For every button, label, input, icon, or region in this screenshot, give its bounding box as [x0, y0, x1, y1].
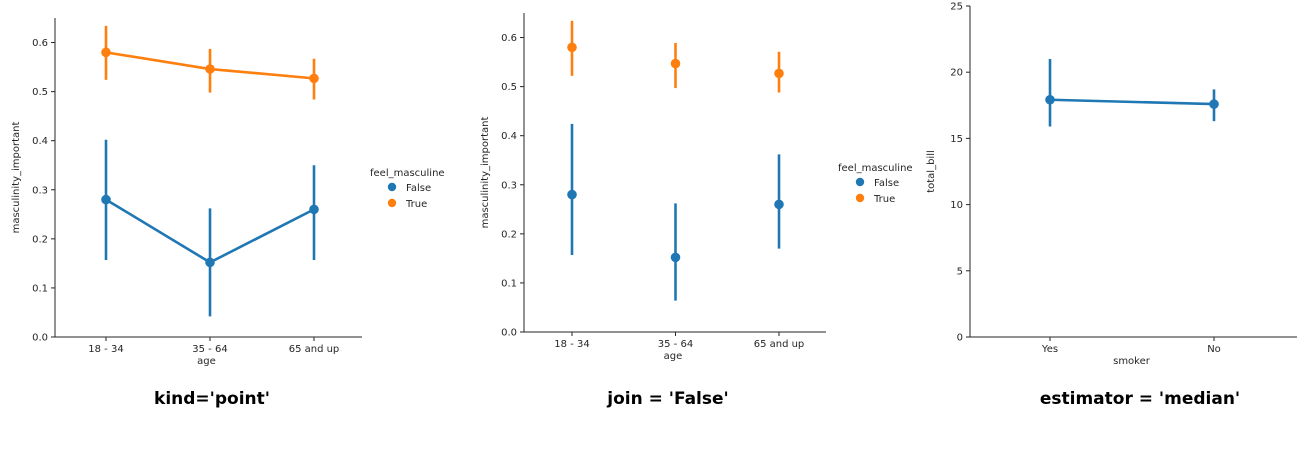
data-point [205, 64, 215, 74]
series-true [101, 25, 319, 100]
x-tick-label: 18 - 34 [554, 339, 589, 350]
data-point [1209, 99, 1219, 109]
legend-title: feel_masculine [370, 168, 445, 179]
chart-panel-1: 0.0 0.1 0.2 0.3 0.4 0.5 0.6 18 - 34 35 - 64 65 an… [11, 18, 445, 409]
legend-entry: False [874, 178, 899, 189]
y-tick-label: 0.1 [501, 278, 517, 289]
data-point [101, 47, 111, 58]
x-tick-label: 18 - 34 [88, 344, 123, 355]
data-point [309, 204, 319, 215]
x-tick-label: 35 - 64 [658, 339, 693, 350]
data-point [1045, 94, 1055, 105]
y-axis-label: masculinity_important [480, 117, 491, 229]
y-tick-label: 0.0 [32, 333, 48, 344]
legend-marker [387, 198, 397, 208]
chart-panel-3: 0 5 10 15 20 25 Yes No smoker total_bill estimator… [926, 2, 1297, 409]
y-axis-label: total_bill [926, 150, 937, 193]
x-tick-label: 35 - 64 [192, 344, 227, 355]
panel-caption: kind='point' [154, 389, 270, 409]
y-tick-label: 10 [950, 200, 963, 211]
x-tick-label: 65 and up [289, 344, 340, 355]
y-tick-label: 5 [957, 266, 963, 277]
series-false [101, 139, 319, 317]
y-tick-label: 0.6 [32, 38, 48, 49]
data-point [774, 199, 784, 210]
legend-entry: True [873, 194, 895, 205]
y-tick-label: 0 [957, 333, 963, 344]
y-tick-label: 0.5 [32, 87, 48, 98]
series-false [567, 123, 784, 301]
legend-entry: False [406, 183, 431, 194]
data-point [205, 257, 215, 268]
legend-marker [855, 177, 865, 187]
legend-entry: True [405, 199, 427, 210]
y-tick-label: 0.4 [32, 136, 48, 147]
y-tick-label: 0.2 [501, 229, 517, 240]
y-tick-label: 20 [950, 68, 963, 79]
series-true [567, 20, 784, 93]
panel-caption: estimator = 'median' [1040, 389, 1240, 409]
x-axis-label: age [664, 351, 683, 362]
y-tick-label: 0.1 [32, 283, 48, 294]
y-tick-label: 0.2 [32, 234, 48, 245]
data-point [567, 189, 577, 200]
data-point [670, 58, 681, 69]
x-tick-label: 65 and up [754, 339, 805, 350]
panel-caption: join = 'False' [606, 389, 729, 409]
series-line [1049, 98, 1215, 106]
y-tick-label: 15 [950, 134, 963, 145]
legend: feel_masculine False True [370, 168, 445, 210]
series-0 [1045, 58, 1219, 127]
y-axis-label: masculinity_important [11, 122, 22, 234]
x-tick-label: Yes [1041, 344, 1058, 355]
y-tick-label: 0.5 [501, 82, 517, 93]
x-tick-label: No [1207, 344, 1221, 355]
legend: feel_masculine False True [838, 163, 913, 205]
y-tick-label: 0.3 [32, 185, 48, 196]
legend-title: feel_masculine [838, 163, 913, 174]
legend-marker [855, 193, 865, 203]
x-axis-label: smoker [1113, 356, 1151, 367]
y-tick-label: 0.6 [501, 33, 517, 44]
data-point [309, 73, 319, 84]
legend-marker [387, 182, 397, 192]
x-axis-label: age [197, 356, 216, 367]
data-point [670, 252, 681, 263]
data-point [774, 68, 784, 79]
chart-panel-2: 0.0 0.1 0.2 0.3 0.4 0.5 0.6 18 - 34 35 - 64 65 an… [480, 13, 913, 409]
y-tick-label: 0.4 [501, 131, 517, 142]
y-tick-label: 0.0 [501, 328, 517, 339]
y-tick-label: 25 [950, 2, 963, 13]
data-point [101, 194, 111, 205]
data-point [567, 42, 577, 53]
y-tick-label: 0.3 [501, 180, 517, 191]
